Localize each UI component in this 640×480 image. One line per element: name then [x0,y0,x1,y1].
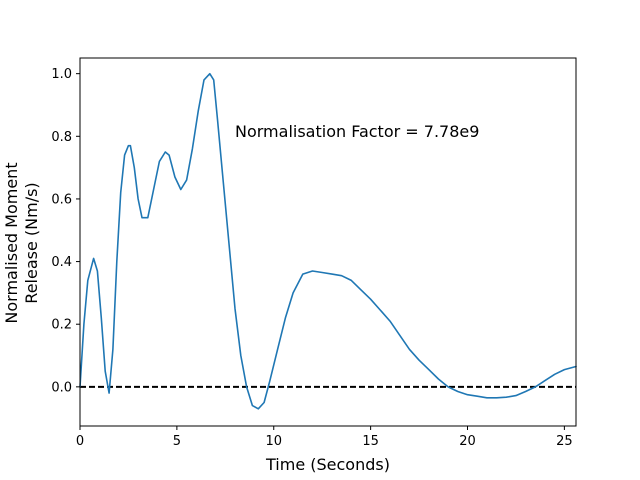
y-tick-label: 0.0 [51,380,72,395]
x-axis-label: Time (Seconds) [265,455,390,474]
x-tick-label: 5 [173,434,181,449]
y-axis-label-line-2: Release (Nm/s) [22,182,41,303]
y-axis-label: Normalised Moment Release (Nm/s) [2,162,41,323]
axes-frame [79,57,577,427]
x-tick-label: 25 [556,434,573,449]
axes-border [79,57,577,427]
x-tick-label: 10 [265,434,282,449]
y-tick-label: 0.4 [51,255,72,270]
y-tick-label: 0.2 [51,318,72,333]
y-tick-label: 1.0 [51,67,72,82]
y-axis-label-line-1: Normalised Moment [2,162,21,323]
annotation-text: Normalisation Factor = 7.78e9 [235,122,479,141]
plot-area [80,58,576,426]
series-line-0 [79,72,577,410]
series-group [79,72,577,410]
y-tick-label: 0.6 [51,192,72,207]
plot-background [80,58,576,426]
x-tick-label: 15 [362,434,379,449]
y-tick-label: 0.8 [51,130,72,145]
x-tick-label: 20 [459,434,476,449]
x-tick-label: 0 [76,434,84,449]
ticks-group: 0 5 10 15 20 25 0.0 0.2 0.4 0.6 0.8 1.0 [51,67,572,449]
